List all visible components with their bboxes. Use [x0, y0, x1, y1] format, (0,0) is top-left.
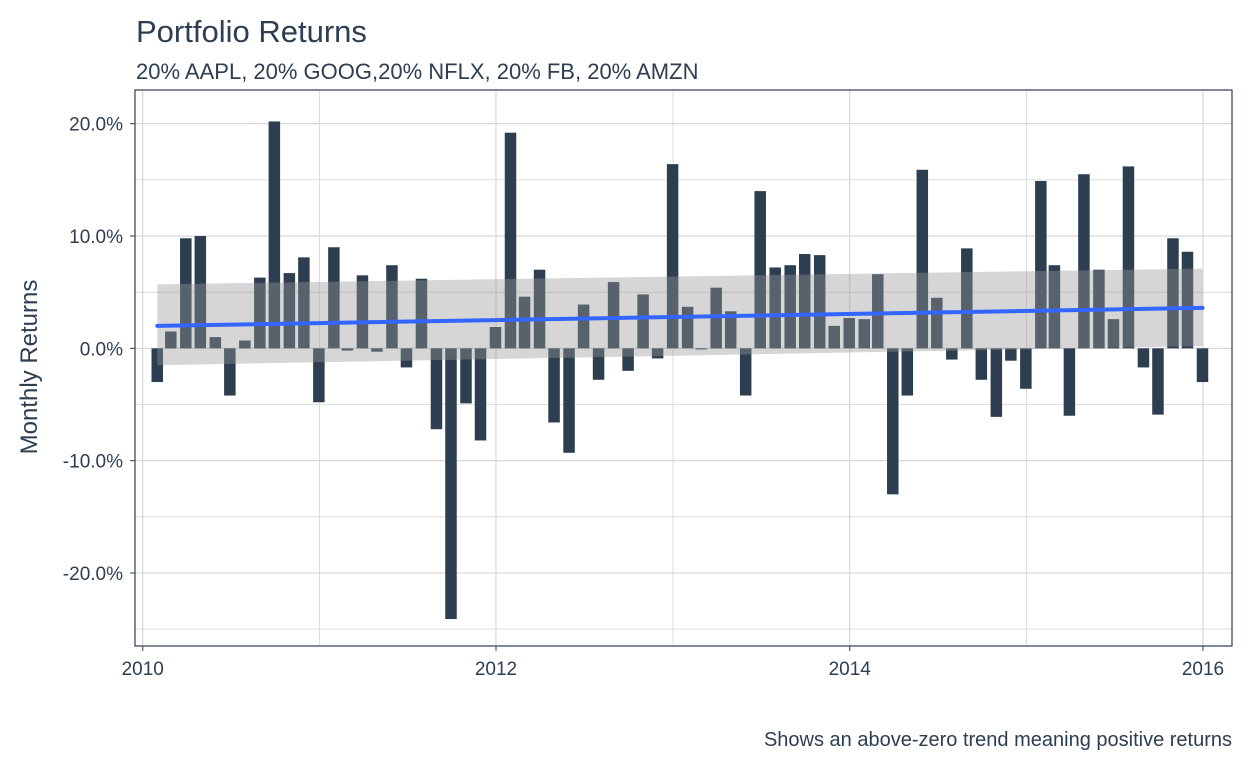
bar — [489, 327, 502, 349]
bar — [371, 348, 383, 352]
x-tick-label: 2014 — [829, 659, 872, 680]
bar — [194, 236, 207, 349]
bar — [592, 348, 605, 380]
bar — [400, 348, 413, 368]
bar — [328, 247, 340, 349]
y-tick-label: 20.0% — [69, 115, 123, 136]
bar — [769, 267, 781, 349]
bar — [1035, 180, 1047, 349]
bar — [916, 169, 929, 349]
x-tick-label: 2010 — [122, 659, 164, 680]
bar — [1005, 348, 1017, 361]
bar — [1137, 348, 1150, 368]
bar — [504, 132, 517, 349]
chart-title: Portfolio Returns — [136, 14, 367, 49]
bar — [858, 319, 870, 349]
bar — [268, 121, 281, 349]
bar — [415, 278, 428, 349]
bar — [239, 340, 251, 349]
bar — [548, 348, 560, 423]
bar — [518, 296, 531, 349]
bar — [901, 348, 914, 396]
bar — [975, 348, 988, 380]
bar — [165, 331, 177, 349]
bar — [356, 275, 369, 349]
bar — [784, 265, 796, 349]
x-tick-label: 2012 — [475, 659, 517, 680]
bar — [533, 269, 546, 349]
bar — [430, 348, 443, 430]
bar — [843, 318, 855, 349]
bar — [341, 348, 354, 351]
chart-subtitle: 20% AAPL, 20% GOOG,20% NFLX, 20% FB, 20%… — [136, 59, 699, 84]
bar — [563, 348, 575, 453]
bar — [224, 348, 236, 396]
y-tick-label: 10.0% — [69, 227, 123, 248]
bar — [460, 348, 472, 404]
bar — [445, 348, 457, 620]
trend-line — [155, 305, 1205, 328]
bar — [961, 248, 973, 349]
bar — [695, 348, 707, 350]
bar — [739, 348, 752, 396]
bar — [283, 273, 296, 349]
bar-series — [151, 121, 1209, 620]
bar — [1107, 319, 1120, 349]
bar — [754, 191, 766, 349]
bar — [1122, 166, 1135, 349]
bar — [990, 348, 1003, 417]
bar — [651, 348, 664, 359]
bar — [946, 348, 958, 360]
bar — [637, 294, 649, 349]
bar — [180, 238, 192, 349]
x-axis-ticks: 2010 2012 2014 2016 — [122, 646, 1224, 680]
panel-border — [134, 89, 1233, 647]
chart-caption: Shows an above-zero trend meaning positi… — [763, 729, 1232, 751]
bar — [1181, 251, 1194, 349]
y-tick-label: -20.0% — [63, 564, 123, 585]
grid-lines — [135, 90, 1232, 646]
bar — [666, 164, 679, 349]
bar — [607, 282, 620, 349]
bar — [931, 297, 943, 349]
bar — [1152, 348, 1164, 415]
y-tick-label: 0.0% — [80, 339, 123, 360]
y-axis-title: Monthly Returns — [16, 280, 43, 455]
bar — [681, 306, 694, 349]
bar — [887, 348, 899, 495]
bar — [209, 337, 222, 349]
bar — [622, 348, 634, 371]
bar — [1167, 238, 1179, 349]
bar — [724, 311, 737, 349]
bar — [386, 265, 398, 349]
bar — [1020, 348, 1032, 389]
x-tick-label: 2016 — [1182, 659, 1224, 680]
bar — [828, 325, 840, 349]
trend-layer — [155, 268, 1205, 366]
bar — [1196, 348, 1209, 383]
bar — [1063, 348, 1076, 416]
bar — [798, 253, 811, 349]
bar — [872, 274, 884, 349]
bar — [151, 348, 164, 383]
bar — [313, 348, 325, 403]
bar — [1048, 265, 1061, 349]
bar — [298, 257, 310, 349]
bar — [254, 277, 266, 349]
bar — [474, 348, 487, 441]
y-tick-label: -10.0% — [63, 452, 123, 473]
y-axis-ticks: -20.0% -10.0% 0.0% 10.0% 20.0% — [63, 115, 135, 585]
bar — [1078, 174, 1090, 349]
bar — [813, 255, 826, 349]
bar — [577, 304, 590, 349]
